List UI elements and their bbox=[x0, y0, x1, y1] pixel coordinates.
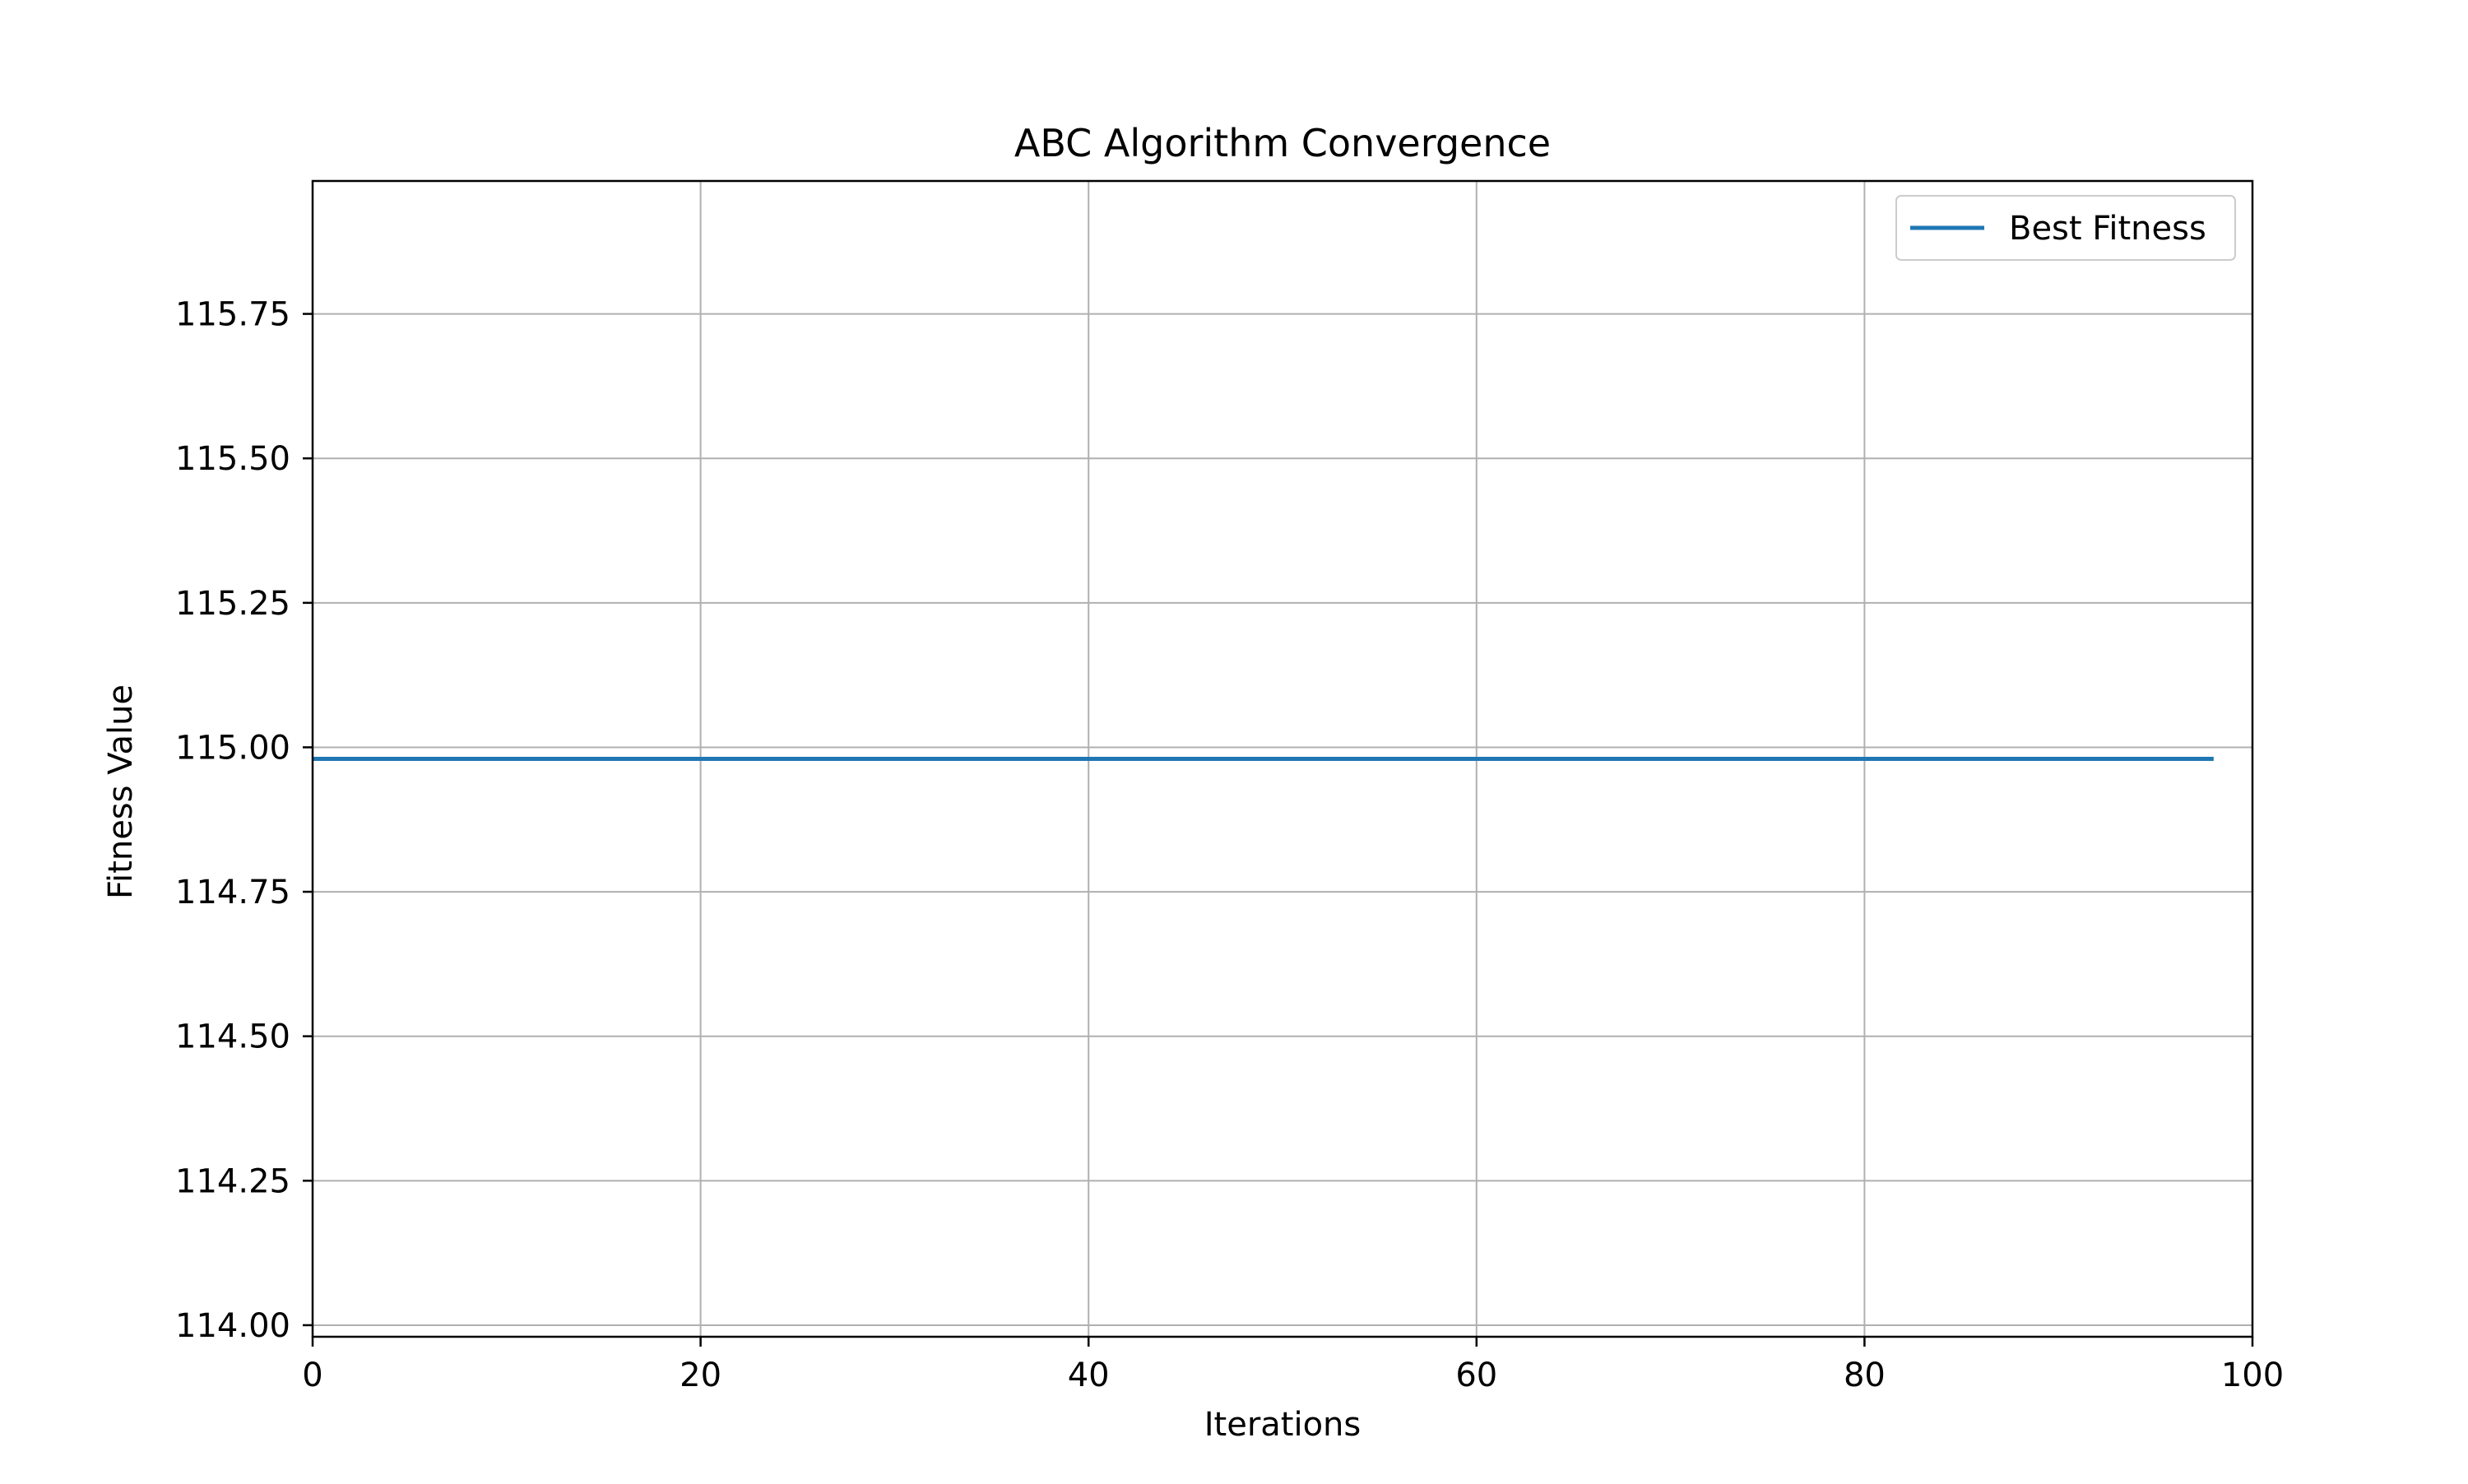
x-tick-label: 80 bbox=[1844, 1356, 1886, 1394]
legend[interactable]: Best Fitness bbox=[1895, 195, 2236, 261]
y-tick-label: 115.00 bbox=[175, 729, 290, 767]
x-tick-label: 100 bbox=[2221, 1356, 2284, 1394]
axis-ticks: 0 20 40 60 80 100 114.00 114.25 114.50 114.75 115.… bbox=[175, 296, 2284, 1394]
x-tick-label: 20 bbox=[680, 1356, 721, 1394]
legend-box bbox=[1895, 195, 2236, 261]
x-tick-label: 60 bbox=[1455, 1356, 1497, 1394]
x-tick-label: 0 bbox=[302, 1356, 322, 1394]
y-tick-label: 115.75 bbox=[175, 296, 290, 334]
chart-title: ABC Algorithm Convergence bbox=[1014, 121, 1551, 165]
x-axis-label: Iterations bbox=[1204, 1406, 1362, 1444]
y-tick-label: 114.25 bbox=[175, 1162, 290, 1200]
plot-frame bbox=[311, 179, 2254, 1338]
y-tick-label: 114.00 bbox=[175, 1307, 290, 1345]
x-tick-label: 40 bbox=[1068, 1356, 1110, 1394]
legend-label-best-fitness: Best Fitness bbox=[2009, 210, 2206, 248]
y-axis-label: Fitness Value bbox=[102, 684, 140, 899]
y-tick-label: 114.50 bbox=[175, 1018, 290, 1056]
y-tick-label: 114.75 bbox=[175, 874, 290, 911]
y-tick-label: 115.25 bbox=[175, 585, 290, 623]
y-tick-label: 115.50 bbox=[175, 440, 290, 478]
